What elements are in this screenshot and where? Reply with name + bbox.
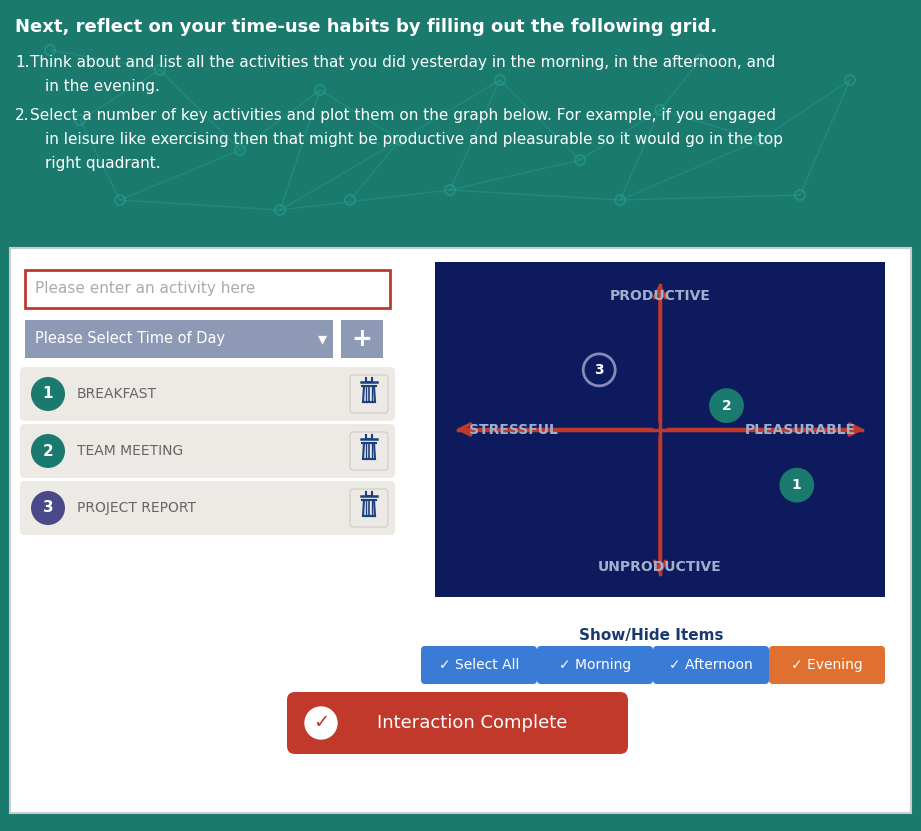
FancyBboxPatch shape — [341, 320, 383, 358]
FancyBboxPatch shape — [653, 646, 769, 684]
FancyBboxPatch shape — [10, 248, 911, 813]
Text: TEAM MEETING: TEAM MEETING — [77, 444, 183, 458]
Text: Show/Hide Items: Show/Hide Items — [578, 628, 723, 643]
Text: Interaction Complete: Interaction Complete — [378, 714, 567, 732]
Circle shape — [583, 354, 615, 386]
Text: ✓ Select All: ✓ Select All — [438, 658, 519, 672]
Text: in leisure like exercising then that might be productive and pleasurable so it w: in leisure like exercising then that mig… — [45, 132, 783, 147]
Text: STRESSFUL: STRESSFUL — [469, 422, 557, 436]
Text: UNPRODUCTIVE: UNPRODUCTIVE — [598, 560, 722, 574]
FancyBboxPatch shape — [25, 270, 390, 308]
Text: Next, reflect on your time-use habits by filling out the following grid.: Next, reflect on your time-use habits by… — [15, 18, 717, 36]
Text: ▾: ▾ — [318, 330, 327, 348]
Text: PRODUCTIVE: PRODUCTIVE — [610, 289, 710, 303]
Text: Please Select Time of Day: Please Select Time of Day — [35, 332, 225, 347]
Text: +: + — [352, 327, 372, 351]
FancyBboxPatch shape — [435, 262, 885, 597]
Circle shape — [781, 470, 813, 501]
FancyBboxPatch shape — [25, 320, 333, 358]
Text: ✓ Afternoon: ✓ Afternoon — [670, 658, 752, 672]
Text: in the evening.: in the evening. — [45, 79, 160, 94]
Text: 2: 2 — [42, 444, 53, 459]
Text: BREAKFAST: BREAKFAST — [77, 387, 157, 401]
Text: ✓ Morning: ✓ Morning — [559, 658, 631, 672]
FancyBboxPatch shape — [287, 692, 628, 754]
FancyBboxPatch shape — [20, 481, 395, 535]
Text: right quadrant.: right quadrant. — [45, 156, 160, 171]
FancyBboxPatch shape — [421, 646, 537, 684]
Text: 2: 2 — [722, 399, 731, 413]
Text: ✓: ✓ — [313, 714, 329, 732]
Text: PROJECT REPORT: PROJECT REPORT — [77, 501, 196, 515]
FancyBboxPatch shape — [20, 424, 395, 478]
FancyBboxPatch shape — [769, 646, 885, 684]
FancyBboxPatch shape — [350, 489, 388, 527]
FancyBboxPatch shape — [350, 432, 388, 470]
Text: 1.: 1. — [15, 55, 29, 70]
FancyBboxPatch shape — [350, 375, 388, 413]
Text: 3: 3 — [594, 363, 604, 377]
Circle shape — [31, 434, 65, 468]
Text: 3: 3 — [42, 500, 53, 515]
FancyBboxPatch shape — [0, 0, 921, 245]
Circle shape — [31, 491, 65, 525]
FancyBboxPatch shape — [20, 367, 395, 421]
Circle shape — [305, 707, 337, 739]
Circle shape — [710, 390, 742, 421]
Text: 1: 1 — [792, 478, 801, 492]
Text: Please enter an activity here: Please enter an activity here — [35, 282, 255, 297]
Text: 2.: 2. — [15, 108, 29, 123]
Text: Select a number of key activities and plot them on the graph below. For example,: Select a number of key activities and pl… — [30, 108, 776, 123]
Text: Think about and list all the activities that you did yesterday in the morning, i: Think about and list all the activities … — [30, 55, 775, 70]
Text: ✓ Evening: ✓ Evening — [791, 658, 863, 672]
Circle shape — [31, 377, 65, 411]
FancyBboxPatch shape — [537, 646, 653, 684]
Text: PLEASURABLE: PLEASURABLE — [744, 422, 856, 436]
Text: 1: 1 — [42, 386, 53, 401]
